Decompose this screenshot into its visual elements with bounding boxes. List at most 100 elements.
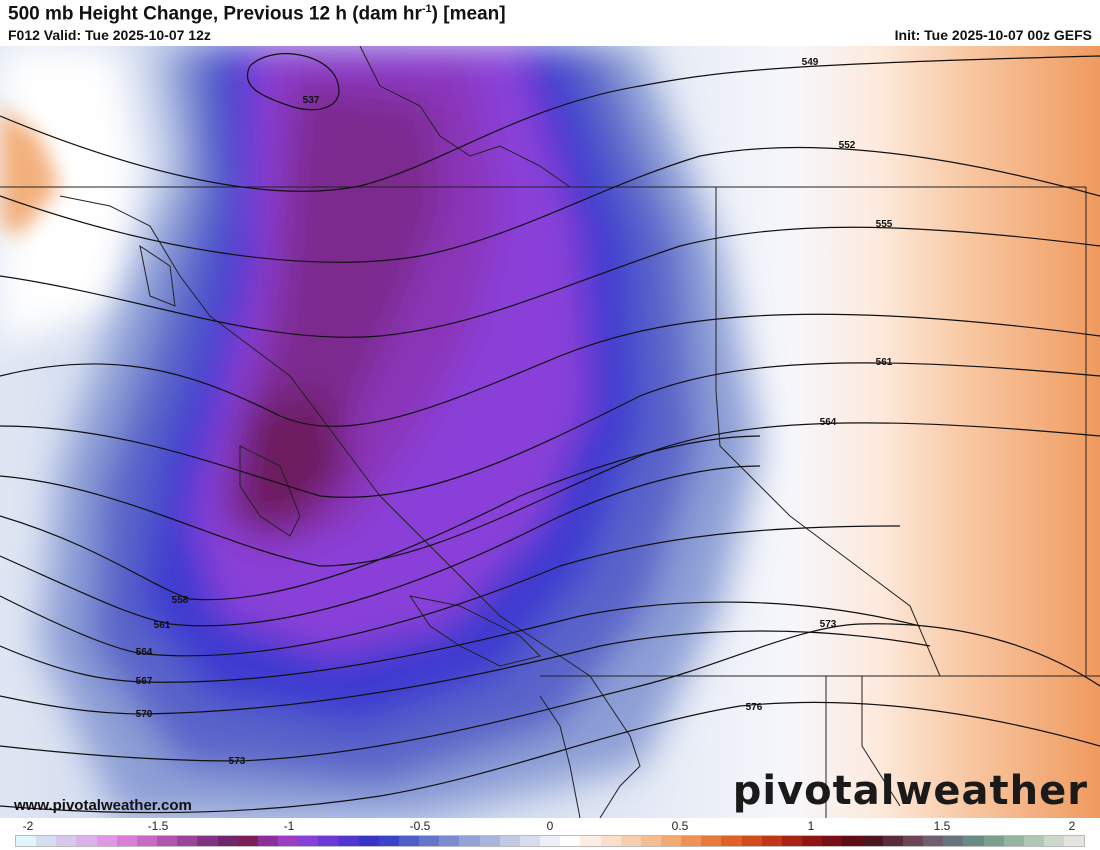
contour-561-a	[0, 362, 1100, 498]
contour-564	[0, 525, 901, 657]
shading-positive-nw	[0, 46, 140, 346]
colorbar-swatch	[761, 836, 782, 846]
border-bc-alberta	[715, 187, 941, 677]
colorbar-swatch	[842, 836, 863, 846]
colorbar-swatch	[358, 836, 379, 846]
contour-label: 537	[303, 95, 320, 106]
colorbar-swatch	[278, 836, 299, 846]
contour-label: 552	[839, 140, 856, 151]
colorbar-swatch	[923, 836, 944, 846]
contour-567	[0, 601, 921, 683]
colorbar-tick: 1	[807, 819, 815, 833]
colorbar-swatch	[540, 836, 561, 846]
colorbar-swatch	[56, 836, 77, 846]
colorbar-swatch	[741, 836, 762, 846]
colorbar-swatch	[116, 836, 137, 846]
colorbar-swatch	[1064, 836, 1085, 846]
contour-label: 573	[229, 756, 246, 767]
colorbar-ticks: -2 -1.5 -1 -0.5 0 0.5 1 1.5 2	[0, 818, 1100, 834]
colorbar-swatch	[16, 836, 37, 846]
colorbar-swatch	[398, 836, 420, 846]
colorbar-swatch	[620, 836, 641, 846]
height-contours	[0, 53, 1100, 814]
colorbar-swatch	[318, 836, 339, 846]
header: 500 mb Height Change, Previous 12 h (dam…	[0, 0, 1100, 46]
shading-positive-nw-core	[0, 106, 60, 236]
colorbar-swatch	[1043, 836, 1065, 846]
colorbar	[15, 835, 1085, 847]
colorbar-tick: 0	[546, 819, 554, 833]
trough-shading	[40, 46, 760, 818]
contour-label: 573	[820, 619, 837, 630]
border-states	[825, 676, 901, 818]
colorbar-tick: -1.5	[147, 819, 169, 833]
contour-561	[0, 465, 761, 627]
colorbar-swatch	[157, 836, 178, 846]
colorbar-swatch	[600, 836, 621, 846]
init-time: Init: Tue 2025-10-07 00z GEFS	[894, 27, 1092, 43]
colorbar-swatch	[882, 836, 903, 846]
colorbar-swatch	[822, 836, 843, 846]
contour-549	[0, 55, 1100, 192]
colorbar-swatch	[257, 836, 279, 846]
website-url: www.pivotalweather.com	[14, 797, 192, 814]
colorbar-tick: 2	[1068, 819, 1076, 833]
pivotalweather-logo: pivotalweather	[732, 768, 1088, 814]
contour-552	[0, 146, 1100, 263]
colorbar-swatch	[419, 836, 440, 846]
colorbar-swatch	[1023, 836, 1044, 846]
map-title: 500 mb Height Change, Previous 12 h (dam…	[8, 3, 506, 25]
contour-label: 561	[154, 620, 171, 631]
colorbar-swatch	[862, 836, 883, 846]
contour-558	[0, 435, 761, 601]
colorbar-swatch	[136, 836, 158, 846]
colorbar-swatch	[378, 836, 399, 846]
colorbar-tick: 1.5	[933, 819, 951, 833]
colorbar-swatch	[519, 836, 541, 846]
colorbar-swatch	[479, 836, 500, 846]
contour-label: 567	[136, 676, 153, 687]
contour-labels: 537 549 552 555 558 561 561 564 564 567 …	[136, 57, 893, 767]
colorbar-swatch	[802, 836, 823, 846]
colorbar-swatch	[701, 836, 722, 846]
contour-555	[0, 226, 1100, 338]
colorbar-swatch	[459, 836, 480, 846]
contour-label: 558	[172, 595, 189, 606]
coastline-alaska	[359, 46, 571, 188]
colorbar-swatch	[943, 836, 964, 846]
colorbar-swatch	[96, 836, 117, 846]
colorbar-swatch	[983, 836, 1004, 846]
colorbar-swatch	[560, 836, 581, 846]
coastline-washington	[539, 695, 581, 818]
colorbar-swatch	[217, 836, 238, 846]
colorbar-swatch	[781, 836, 803, 846]
contour-label: 561	[876, 357, 893, 368]
colorbar-swatch	[338, 836, 359, 846]
weather-map: 537 549 552 555 558 561 561 564 564 567 …	[0, 46, 1100, 818]
contour-564-a	[0, 422, 1100, 567]
colorbar-swatch	[1003, 836, 1024, 846]
colorbar-swatch	[580, 836, 601, 846]
contour-label: 564	[136, 647, 153, 658]
colorbar-tick: -1	[283, 819, 295, 833]
contour-576	[0, 701, 1100, 814]
contour-label: 549	[802, 57, 819, 68]
contour-label: 555	[876, 219, 893, 230]
colorbar-swatch	[76, 836, 97, 846]
colorbar-swatch	[197, 836, 218, 846]
valid-time: F012 Valid: Tue 2025-10-07 12z	[8, 27, 211, 43]
colorbar-swatch	[661, 836, 682, 846]
contour-573-a	[0, 623, 1100, 762]
colorbar-swatch	[36, 836, 57, 846]
colorbar-swatch	[681, 836, 702, 846]
contour-label: 576	[746, 702, 763, 713]
contour-label: 564	[820, 417, 837, 428]
colorbar-tick: -2	[22, 819, 34, 833]
colorbar-swatch	[902, 836, 924, 846]
colorbar-swatch	[177, 836, 198, 846]
contour-558-a	[0, 313, 1100, 427]
colorbar-swatch	[237, 836, 258, 846]
contour-570	[0, 630, 931, 715]
colorbar-swatch	[963, 836, 984, 846]
colorbar-swatch	[439, 836, 460, 846]
